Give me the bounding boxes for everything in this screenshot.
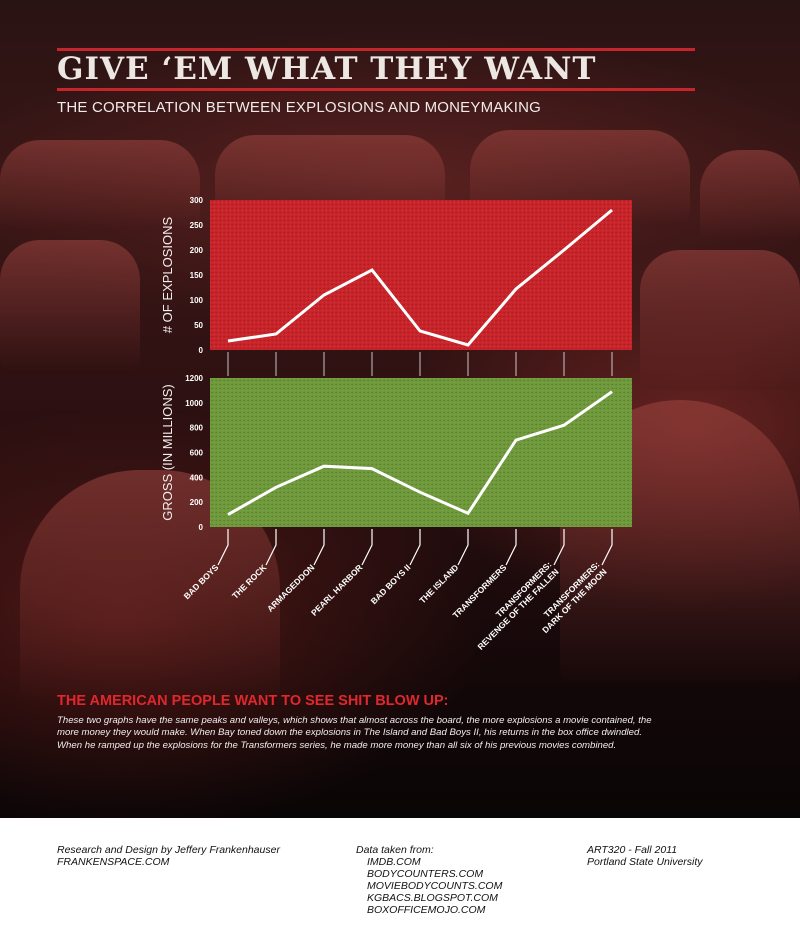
poster-background: [0, 0, 800, 818]
gross-tick: 400: [190, 473, 204, 482]
category-label-line: ARMAGEDDON: [265, 562, 316, 613]
footer: Research and Design by Jeffery Frankenha…: [0, 818, 800, 937]
explosions-tick: 150: [190, 271, 204, 280]
category-label: TRANSFORMERS:REVENGE OF THE FALLEN: [468, 559, 560, 651]
category-label-line: THE ISLAND: [417, 562, 460, 605]
category-leader: [601, 529, 613, 566]
category-label-line: BAD BOYS: [182, 562, 221, 601]
category-leader: [409, 529, 421, 566]
explosions-tick: 100: [190, 296, 204, 305]
page-title: GIVE ‘EM WHAT THEY WANT: [57, 51, 597, 87]
gross-tick: 1000: [185, 399, 203, 408]
gross-axis-label: GROSS (IN MILLIONS): [160, 384, 175, 521]
category-leader: [313, 529, 325, 566]
category-label-line: BAD BOYS II: [369, 562, 413, 606]
seat-shape: [700, 150, 800, 240]
explosions-axis-label: # OF EXPLOSIONS: [160, 217, 175, 334]
school-line: Portland State University: [587, 856, 703, 868]
category-label: THE ISLAND: [417, 562, 460, 605]
source-item: KGBACS.BLOGSPOT.COM: [367, 892, 498, 904]
page-subtitle: THE CORRELATION BETWEEN EXPLOSIONS AND M…: [57, 99, 541, 116]
credit-line: Research and Design by Jeffery Frankenha…: [57, 844, 280, 856]
seat-shape: [0, 140, 200, 230]
gross-tick: 600: [190, 449, 204, 458]
source-item: IMDB.COM: [367, 856, 421, 868]
sources-heading: Data taken from:: [356, 844, 434, 856]
category-label-line: THE ROCK: [230, 562, 269, 601]
seat-shape: [640, 250, 800, 390]
gross-tick: 1200: [185, 374, 203, 383]
sources-block: Data taken from: IMDB.COM BODYCOUNTERS.C…: [356, 844, 502, 916]
headline: THE AMERICAN PEOPLE WANT TO SEE SHIT BLO…: [57, 693, 449, 709]
category-label: BAD BOYS: [182, 562, 221, 601]
gross-plot-area-texture: [210, 378, 632, 527]
category-label: ARMAGEDDON: [265, 562, 316, 613]
category-leader: [505, 529, 517, 566]
category-leader: [361, 529, 373, 566]
source-item: BOXOFFICEMOJO.COM: [367, 904, 486, 916]
gross-tick: 0: [199, 523, 204, 532]
gross-tick: 800: [190, 424, 204, 433]
credit-site: FRANKENSPACE.COM: [57, 856, 170, 868]
source-item: MOVIEBODYCOUNTS.COM: [367, 880, 503, 892]
title-rule-bottom: [57, 88, 695, 91]
gross-line: [227, 390, 613, 516]
category-leader: [217, 529, 229, 566]
category-label: THE ROCK: [230, 562, 269, 601]
body-text: These two graphs have the same peaks and…: [57, 715, 652, 751]
credit-block: Research and Design by Jeffery Frankenha…: [57, 844, 280, 868]
category-leader: [553, 529, 565, 566]
course-block: ART320 - Fall 2011 Portland State Univer…: [587, 844, 703, 868]
explosions-tick: 300: [190, 196, 204, 205]
chart: 0 50 100 150 200 250 300 # OF EXPLOSIONS 0 200 400…: [160, 196, 632, 652]
title-rule-top: [57, 48, 695, 51]
explosions-tick: 200: [190, 246, 204, 255]
explosions-tick: 250: [190, 221, 204, 230]
gross-tick: 200: [190, 498, 204, 507]
explosions-tick: 50: [194, 321, 203, 330]
seat-shape: [0, 240, 140, 370]
source-item: BODYCOUNTERS.COM: [367, 868, 484, 880]
category-leader: [457, 529, 469, 566]
category-leader: [265, 529, 277, 566]
category-label: BAD BOYS II: [369, 562, 413, 606]
course-line: ART320 - Fall 2011: [587, 844, 678, 856]
category-label-line: PEARL HARBOR: [309, 562, 364, 617]
explosions-tick: 0: [199, 346, 204, 355]
category-label: PEARL HARBOR: [309, 562, 364, 617]
explosions-plot-area-texture: [210, 200, 632, 350]
